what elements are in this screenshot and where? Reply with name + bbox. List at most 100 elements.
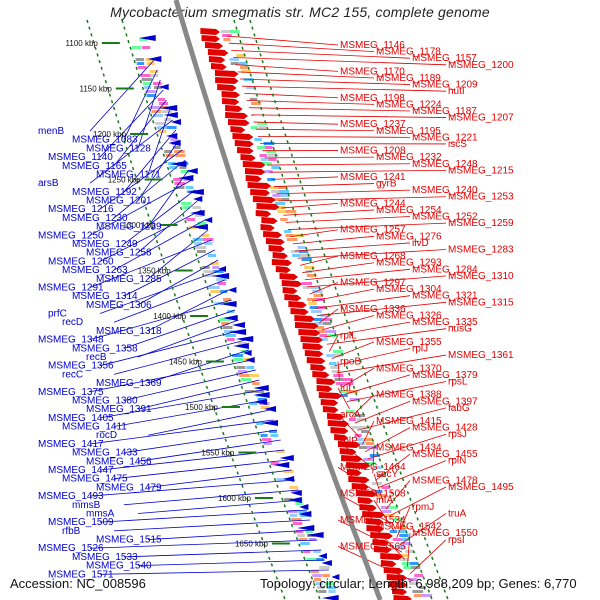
cog-feature-bar bbox=[216, 278, 227, 281]
gene-label: MSMEG_1310 bbox=[448, 271, 514, 282]
forward-gene-arrow bbox=[380, 560, 397, 567]
forward-gene-arrow bbox=[386, 574, 408, 581]
cog-feature-bar bbox=[321, 318, 333, 321]
cog-feature-bar bbox=[233, 358, 244, 361]
reverse-gene-arrow bbox=[318, 553, 327, 559]
cog-feature-bar bbox=[299, 514, 310, 517]
gene-label: ilvD bbox=[412, 238, 429, 249]
label-connector bbox=[137, 559, 326, 567]
cog-feature-bar bbox=[202, 266, 210, 269]
label-connector bbox=[314, 295, 411, 309]
accession-label: Accession: NC_008596 bbox=[10, 576, 146, 591]
gene-label: MSMEG_1250 bbox=[38, 230, 104, 241]
forward-gene-arrow bbox=[346, 462, 370, 469]
label-connector bbox=[409, 539, 447, 574]
cog-feature-bar bbox=[395, 546, 406, 549]
gene-label: MSMEG_1259 bbox=[448, 218, 514, 229]
label-connector bbox=[123, 69, 158, 140]
forward-gene-arrow bbox=[334, 434, 349, 441]
cog-feature-bar bbox=[179, 166, 187, 169]
cog-feature-bar bbox=[202, 238, 214, 241]
cog-feature-bar bbox=[186, 218, 196, 221]
cog-feature-bar bbox=[238, 62, 248, 65]
kbp-tick-label: 1150 kbp bbox=[79, 85, 112, 94]
forward-gene-arrow bbox=[348, 476, 370, 483]
label-connector bbox=[253, 121, 339, 125]
cog-feature-bar bbox=[262, 162, 272, 165]
gene-label: menB bbox=[38, 126, 64, 137]
forward-gene-arrow bbox=[244, 168, 266, 175]
cog-feature-bar bbox=[268, 158, 277, 161]
cog-feature-bar bbox=[326, 586, 337, 589]
forward-gene-arrow bbox=[327, 413, 345, 420]
forward-gene-arrow bbox=[392, 588, 408, 595]
reverse-gene-arrow bbox=[245, 357, 255, 363]
cog-feature-bar bbox=[185, 186, 194, 189]
cog-feature-bar bbox=[349, 398, 360, 401]
gene-label: rpmJ bbox=[412, 502, 434, 513]
label-connector bbox=[99, 569, 329, 575]
gene-label: MSMEG_1315 bbox=[448, 297, 514, 308]
cog-feature-bar bbox=[170, 138, 178, 141]
gene-label: hutI bbox=[448, 86, 465, 97]
right-gene-labels: MSMEG_1146MSMEG_1178MSMEG_1157MSMEG_1200… bbox=[340, 40, 514, 552]
gene-label: MSMEG_1405 bbox=[48, 413, 114, 424]
cog-feature-bar bbox=[220, 290, 228, 293]
reverse-gene-arrow bbox=[299, 504, 309, 510]
cog-feature-bar bbox=[315, 582, 323, 585]
cog-feature-bar bbox=[382, 510, 392, 513]
gene-label: infA bbox=[376, 495, 394, 506]
reverse-gene-arrow bbox=[203, 217, 213, 223]
cog-feature-bar bbox=[174, 182, 185, 185]
gene-label: MSMEG_1533 bbox=[72, 552, 138, 563]
gene-label: MSMEG_1241 bbox=[340, 172, 406, 183]
cog-feature-bar bbox=[180, 170, 190, 173]
cog-feature-bar bbox=[328, 590, 336, 593]
cog-feature-bar bbox=[281, 198, 290, 201]
cog-feature-bar bbox=[223, 38, 231, 41]
forward-gene-arrow bbox=[282, 287, 298, 294]
gene-label: MSMEG_1208 bbox=[340, 146, 406, 157]
reverse-gene-arrow bbox=[219, 301, 237, 307]
cog-feature-bar bbox=[290, 490, 300, 493]
cog-feature-bar bbox=[374, 466, 383, 469]
reverse-gene-arrow bbox=[291, 490, 302, 496]
gene-label: arcA bbox=[340, 409, 361, 420]
label-connector bbox=[367, 433, 447, 460]
cog-feature-bar bbox=[188, 226, 197, 229]
forward-gene-arrow bbox=[208, 56, 226, 63]
forward-gene-arrow bbox=[339, 448, 357, 455]
label-connector bbox=[278, 196, 447, 202]
gene-label: MSMEG_1571 bbox=[48, 569, 114, 580]
forward-gene-arrow bbox=[320, 399, 339, 406]
cog-feature-bar bbox=[276, 206, 286, 209]
label-connector bbox=[89, 239, 212, 288]
label-connector bbox=[147, 289, 229, 332]
cog-feature-bar bbox=[135, 58, 144, 61]
cog-feature-bar bbox=[363, 438, 373, 441]
gene-label: MSMEG_1249 bbox=[72, 239, 138, 250]
cog-feature-bar bbox=[323, 322, 332, 325]
cog-feature-bar bbox=[396, 526, 408, 529]
forward-gene-arrow bbox=[388, 581, 408, 588]
cog-feature-bar bbox=[400, 538, 409, 541]
label-connector bbox=[99, 209, 202, 262]
cog-feature-bar bbox=[402, 542, 412, 545]
label-connector bbox=[311, 288, 375, 302]
forward-gene-arrow bbox=[255, 210, 272, 217]
cog-feature-bar bbox=[356, 418, 365, 421]
cog-feature-bar bbox=[355, 414, 366, 417]
cog-feature-bar bbox=[310, 286, 321, 289]
gene-label: MSMEG_1268 bbox=[340, 251, 406, 262]
gene-label: MSMEG_1157 bbox=[412, 53, 477, 64]
gene-label: MSMEG_1379 bbox=[412, 370, 478, 381]
label-connector bbox=[89, 359, 253, 393]
forward-gene-arrow bbox=[215, 77, 239, 84]
cog-feature-bar bbox=[269, 186, 280, 189]
reverse-gene-arrow bbox=[158, 84, 169, 90]
label-connector bbox=[137, 439, 281, 462]
cog-feature-bar bbox=[405, 550, 414, 553]
label-connector bbox=[346, 381, 447, 403]
kbp-tick-labels: 1100 kbp 1150 kbp 1200 kbp 1250 kbp 1300 kbp… bbox=[66, 39, 269, 549]
label-connector bbox=[123, 549, 322, 558]
